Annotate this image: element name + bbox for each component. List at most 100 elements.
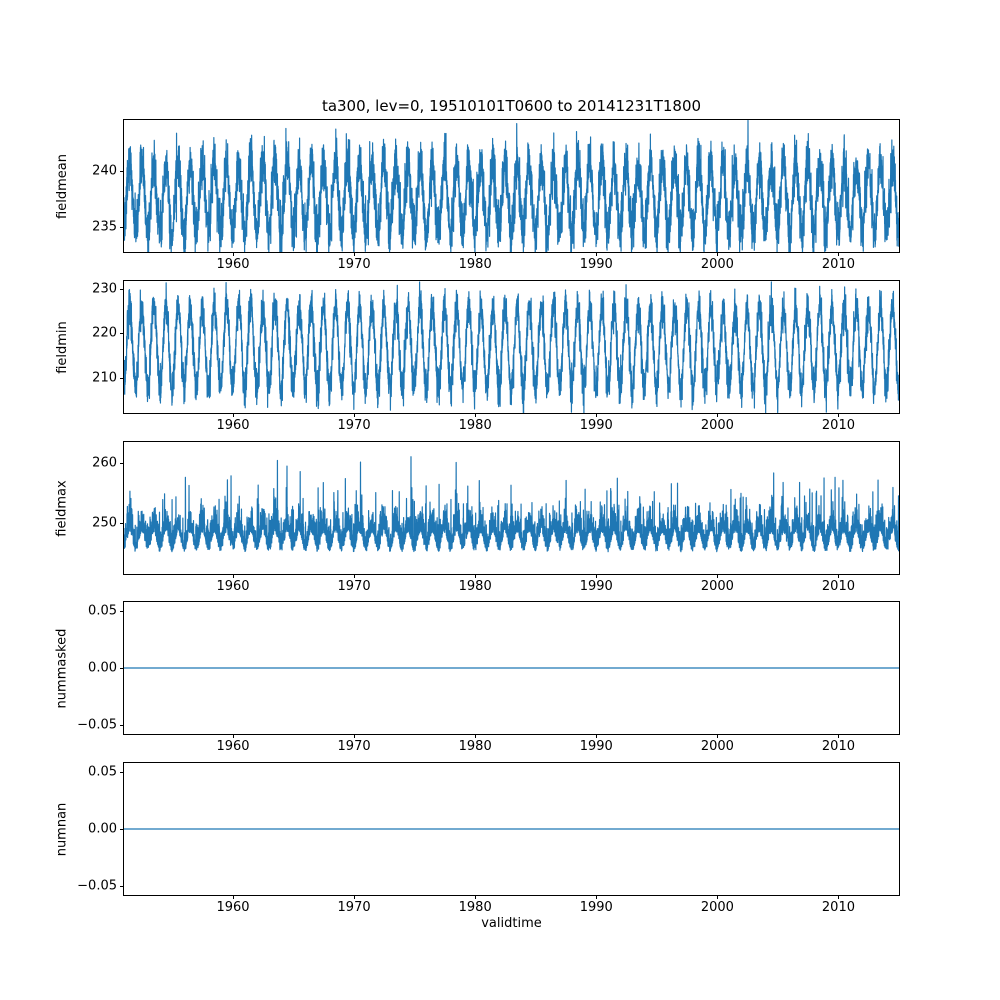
x-tick-mark	[232, 574, 234, 578]
fieldmax-line-canvas	[124, 442, 899, 574]
numnan-ylabel-wrap: numnan	[54, 763, 70, 895]
y-axis-label-fieldmean: fieldmean	[54, 153, 70, 219]
x-tick-label: 1990	[579, 900, 613, 915]
x-tick-label: 1970	[337, 257, 371, 272]
x-tick-mark	[232, 252, 234, 256]
x-tick-label: 1960	[216, 739, 250, 754]
x-tick-mark	[475, 574, 477, 578]
y-tick-label: 210	[92, 370, 117, 386]
x-tick-label: 2000	[700, 579, 734, 594]
y-tick-label: 260	[92, 455, 117, 471]
x-tick-mark	[232, 734, 234, 738]
x-tick-mark	[717, 252, 719, 256]
x-tick-mark	[717, 734, 719, 738]
x-tick-mark	[475, 895, 477, 899]
x-tick-label: 1980	[458, 257, 492, 272]
x-axis-label: validtime	[481, 916, 542, 931]
y-tick-label: −0.05	[77, 717, 117, 733]
y-tick-mark	[120, 463, 124, 464]
x-tick-mark	[838, 413, 840, 417]
y-tick-mark	[120, 771, 124, 773]
x-tick-label: 1960	[216, 418, 250, 433]
x-tick-label: 1980	[458, 579, 492, 594]
x-tick-mark	[838, 252, 840, 256]
x-tick-label: 1990	[579, 418, 613, 433]
x-tick-mark	[475, 413, 477, 417]
subplot-fieldmax: fieldmax 1960 1970 1980 1990 2000 2010 250 260	[55, 441, 900, 594]
nummasked-ylabel-wrap: nummasked	[54, 602, 70, 734]
y-tick-mark	[120, 333, 124, 335]
x-tick-label: 2010	[821, 739, 855, 754]
x-tick-mark	[838, 895, 840, 899]
y-tick-label: −0.05	[77, 878, 117, 894]
fieldmean-ylabel-wrap: fieldmean	[54, 120, 70, 252]
x-tick-label: 1980	[458, 739, 492, 754]
y-tick-mark	[120, 668, 124, 669]
subplot-nummasked: nummasked 1960 1970 1980 1990 2000 2010 −0.05 0…	[55, 601, 900, 754]
y-axis-label-fieldmax: fieldmax	[54, 479, 70, 537]
y-tick-label: 235	[92, 219, 117, 235]
fieldmin-line-canvas	[124, 281, 899, 413]
x-tick-label: 1960	[216, 579, 250, 594]
x-tick-mark	[717, 413, 719, 417]
x-tick-mark	[475, 252, 477, 256]
y-axis-label-fieldmin: fieldmin	[54, 320, 70, 374]
x-tick-label: 2000	[700, 900, 734, 915]
x-tick-mark	[232, 895, 234, 899]
y-tick-mark	[120, 523, 124, 524]
x-tick-label: 2000	[700, 418, 734, 433]
x-tick-label: 1990	[579, 579, 613, 594]
x-tick-mark	[596, 413, 598, 417]
x-tick-label: 1990	[579, 739, 613, 754]
x-tick-mark	[354, 413, 356, 417]
x-tick-label: 1970	[337, 579, 371, 594]
x-tick-mark	[596, 895, 598, 899]
subplot-fieldmean: fieldmean 1960 1970 1980 1990 2000 2010 235 240	[55, 119, 900, 272]
x-tick-mark	[354, 895, 356, 899]
y-tick-mark	[120, 227, 124, 229]
y-tick-label: 230	[92, 281, 117, 297]
x-tick-label: 2010	[821, 257, 855, 272]
x-tick-mark	[354, 252, 356, 256]
x-tick-mark	[475, 734, 477, 738]
y-tick-label: 0.00	[88, 660, 117, 676]
x-tick-label: 2010	[821, 900, 855, 915]
x-tick-mark	[838, 734, 840, 738]
y-axis-label-nummasked: nummasked	[54, 628, 70, 708]
y-tick-label: 0.00	[88, 821, 117, 837]
x-tick-label: 1980	[458, 418, 492, 433]
x-tick-mark	[354, 574, 356, 578]
y-tick-label: 240	[92, 163, 117, 179]
y-axis-label-numnan: numnan	[54, 802, 70, 856]
chart-title: ta300, lev=0, 19510101T0600 to 20141231T…	[321, 97, 702, 115]
x-tick-label: 1990	[579, 257, 613, 272]
y-tick-mark	[120, 886, 124, 888]
x-tick-mark	[232, 413, 234, 417]
x-tick-mark	[596, 574, 598, 578]
y-tick-label: 250	[92, 515, 117, 531]
y-tick-mark	[120, 610, 124, 612]
x-tick-label: 1960	[216, 257, 250, 272]
y-tick-label: 220	[92, 325, 117, 341]
fieldmax-ylabel-wrap: fieldmax	[54, 442, 70, 574]
y-tick-mark	[120, 377, 124, 379]
y-tick-mark	[120, 725, 124, 727]
fieldmean-line-canvas	[124, 120, 899, 252]
x-tick-label: 1970	[337, 900, 371, 915]
x-tick-label: 2000	[700, 257, 734, 272]
x-tick-label: 1960	[216, 900, 250, 915]
x-tick-label: 1980	[458, 900, 492, 915]
subplot-fieldmin: fieldmin 1960 1970 1980 1990 2000 2010 210 220 2…	[55, 280, 900, 433]
numnan-line-canvas	[124, 763, 899, 895]
x-tick-mark	[596, 252, 598, 256]
x-tick-label: 1970	[337, 418, 371, 433]
fieldmin-ylabel-wrap: fieldmin	[54, 281, 70, 413]
y-tick-mark	[120, 288, 124, 290]
x-tick-mark	[838, 574, 840, 578]
nummasked-line-canvas	[124, 602, 899, 734]
y-tick-mark	[120, 171, 124, 173]
subplot-numnan: numnan 1960 1970 1980 1990 2000 2010 −0.05 0.00…	[55, 762, 900, 915]
y-tick-label: 0.05	[88, 603, 117, 619]
x-tick-label: 2010	[821, 579, 855, 594]
